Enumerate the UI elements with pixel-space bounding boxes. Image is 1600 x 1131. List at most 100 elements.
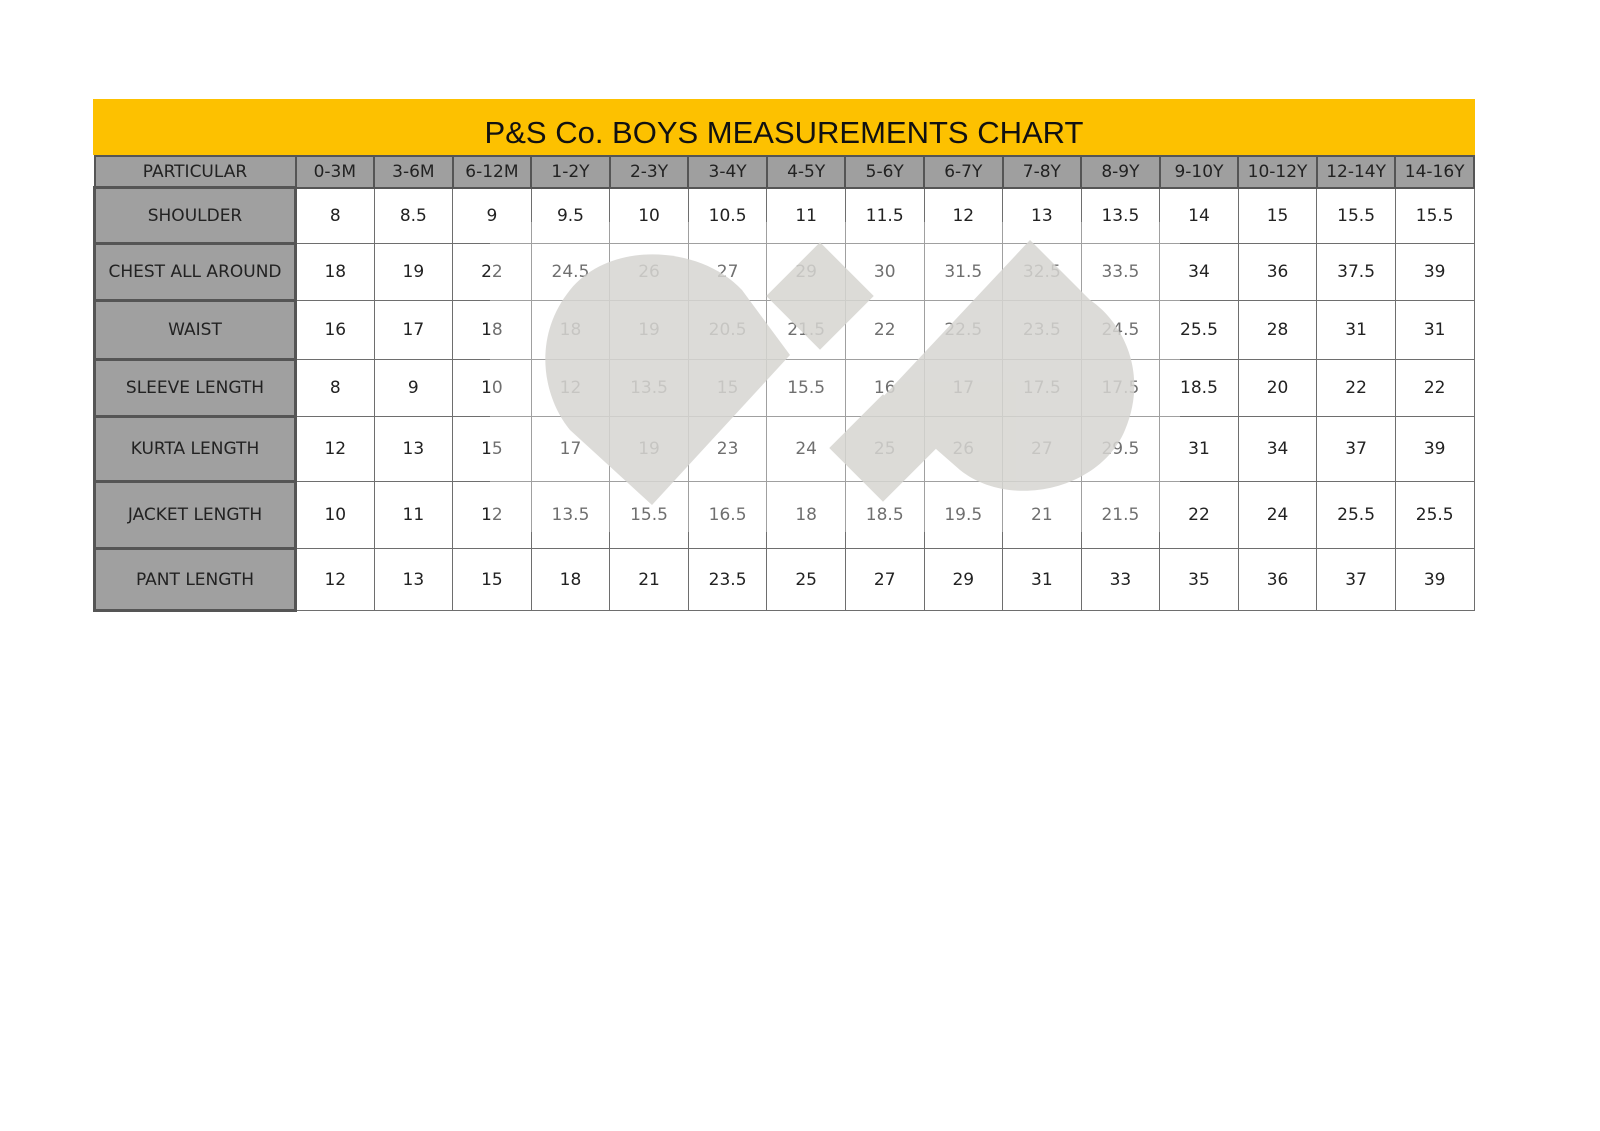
column-header: 9-10Y	[1158, 155, 1240, 189]
measurement-cell: 17	[923, 359, 1004, 417]
measurement-cell: 36	[1237, 548, 1318, 611]
measurement-cell: 10.5	[687, 187, 768, 244]
measurement-cell: 18	[530, 300, 611, 360]
table-row: KURTA LENGTH 12 13 15 17 19 23 24 25 26 27 29.5 31 34…	[93, 415, 1475, 483]
column-header: 4-5Y	[765, 155, 847, 189]
row-label: WAIST	[93, 299, 297, 361]
measurement-cell: 29	[923, 548, 1004, 611]
measurement-cell: 13	[1002, 187, 1082, 244]
measurement-cell: 16	[295, 300, 375, 360]
measurement-cell: 25.5	[1316, 481, 1396, 549]
measurement-cell: 19.5	[923, 481, 1004, 549]
measurement-cell: 17.5	[1080, 359, 1161, 417]
measurement-cell: 34	[1159, 243, 1239, 301]
measurement-cell: 18	[766, 481, 846, 549]
measurement-cell: 10	[609, 187, 689, 244]
measurement-cell: 37	[1316, 416, 1396, 482]
measurement-cell: 25.5	[1394, 481, 1475, 549]
measurement-cell: 18	[295, 243, 375, 301]
measurement-cell: 11	[373, 481, 454, 549]
row-label: SLEEVE LENGTH	[93, 358, 297, 418]
row-label: SHOULDER	[93, 186, 297, 245]
measurement-cell: 27	[687, 243, 768, 301]
measurement-cell: 18	[452, 300, 532, 360]
measurement-cell: 22	[844, 300, 925, 360]
measurement-cell: 32.5	[1002, 243, 1082, 301]
measurement-cell: 31	[1394, 300, 1475, 360]
measurement-cell: 12	[530, 359, 611, 417]
column-header: 6-7Y	[923, 155, 1004, 189]
measurement-cell: 24	[1237, 481, 1318, 549]
measurement-cell: 17	[530, 416, 611, 482]
measurement-cell: 19	[373, 243, 454, 301]
measurement-cell: 22	[1316, 359, 1396, 417]
measurement-cell: 33.5	[1080, 243, 1161, 301]
measurement-cell: 22.5	[923, 300, 1004, 360]
table-row: WAIST 16 17 18 18 19 20.5 21.5 22 22.5 23.5 24.5 25.…	[93, 299, 1475, 361]
measurement-cell: 20.5	[687, 300, 768, 360]
measurement-cell: 25	[766, 548, 846, 611]
measurement-cell: 10	[295, 481, 375, 549]
measurement-cell: 13.5	[1080, 187, 1161, 244]
column-header: 12-14Y	[1315, 155, 1397, 189]
measurement-cell: 21	[609, 548, 689, 611]
measurements-table: PARTICULAR 0-3M 3-6M 6-12M 1-2Y 2-3Y 3-4Y 4-5Y 5…	[93, 155, 1475, 612]
column-header: 0-3M	[294, 155, 376, 189]
column-header: 10-12Y	[1237, 155, 1318, 189]
measurement-cell: 12	[295, 548, 375, 611]
measurement-cell: 18.5	[844, 481, 925, 549]
measurement-cell: 24	[766, 416, 846, 482]
chart-title: P&S Co. BOYS MEASUREMENTS CHART	[93, 99, 1475, 155]
header-row: PARTICULAR 0-3M 3-6M 6-12M 1-2Y 2-3Y 3-4Y 4-5Y 5…	[93, 155, 1475, 189]
measurement-cell: 15.5	[766, 359, 846, 417]
measurement-cell: 8	[295, 187, 375, 244]
table-row: SLEEVE LENGTH 8 9 10 12 13.5 15 15.5 16 17 17.5 17.…	[93, 358, 1475, 418]
measurement-cell: 10	[452, 359, 532, 417]
particular-header: PARTICULAR	[93, 155, 297, 189]
measurement-cell: 12	[295, 416, 375, 482]
column-header: 7-8Y	[1001, 155, 1083, 189]
measurement-cell: 13	[373, 416, 454, 482]
measurement-cell: 9	[452, 187, 532, 244]
measurement-cell: 11	[766, 187, 846, 244]
measurement-cell: 28	[1237, 300, 1318, 360]
table-row: CHEST ALL AROUND 18 19 22 24.5 26 27 29 30 31.5 32…	[93, 242, 1475, 302]
column-header: 3-6M	[373, 155, 454, 189]
measurements-sheet: P&S Co. BOYS MEASUREMENTS CHART PARTICUL…	[93, 99, 1475, 612]
measurement-cell: 20	[1237, 359, 1318, 417]
measurement-cell: 23.5	[687, 548, 768, 611]
measurement-cell: 37.5	[1316, 243, 1396, 301]
measurement-cell: 15.5	[1316, 187, 1396, 244]
measurement-cell: 31.5	[923, 243, 1004, 301]
column-header: 1-2Y	[530, 155, 611, 189]
measurement-cell: 11.5	[844, 187, 925, 244]
measurement-cell: 29.5	[1080, 416, 1161, 482]
column-header: 2-3Y	[608, 155, 690, 189]
measurement-cell: 36	[1237, 243, 1318, 301]
measurement-cell: 25	[844, 416, 925, 482]
measurement-cell: 21.5	[1080, 481, 1161, 549]
measurement-cell: 17.5	[1002, 359, 1082, 417]
table-row: PANT LENGTH 12 13 15 18 21 23.5 25 27 29 31 33 35 36 3…	[93, 547, 1475, 612]
measurement-cell: 12	[923, 187, 1004, 244]
measurement-cell: 15.5	[609, 481, 689, 549]
measurement-cell: 22	[452, 243, 532, 301]
measurement-cell: 29	[766, 243, 846, 301]
measurement-cell: 30	[844, 243, 925, 301]
column-header: 3-4Y	[687, 155, 768, 189]
measurement-cell: 25.5	[1159, 300, 1239, 360]
measurement-cell: 39	[1394, 416, 1475, 482]
measurement-cell: 8.5	[373, 187, 454, 244]
row-label: PANT LENGTH	[93, 547, 297, 612]
measurement-cell: 27	[844, 548, 925, 611]
measurement-cell: 19	[609, 416, 689, 482]
measurement-cell: 9	[373, 359, 454, 417]
column-header: 5-6Y	[844, 155, 925, 189]
measurement-cell: 16	[844, 359, 925, 417]
measurement-cell: 17	[373, 300, 454, 360]
measurement-cell: 24.5	[530, 243, 611, 301]
measurement-cell: 21	[1002, 481, 1082, 549]
measurement-cell: 19	[609, 300, 689, 360]
measurement-cell: 8	[295, 359, 375, 417]
measurement-cell: 13.5	[609, 359, 689, 417]
